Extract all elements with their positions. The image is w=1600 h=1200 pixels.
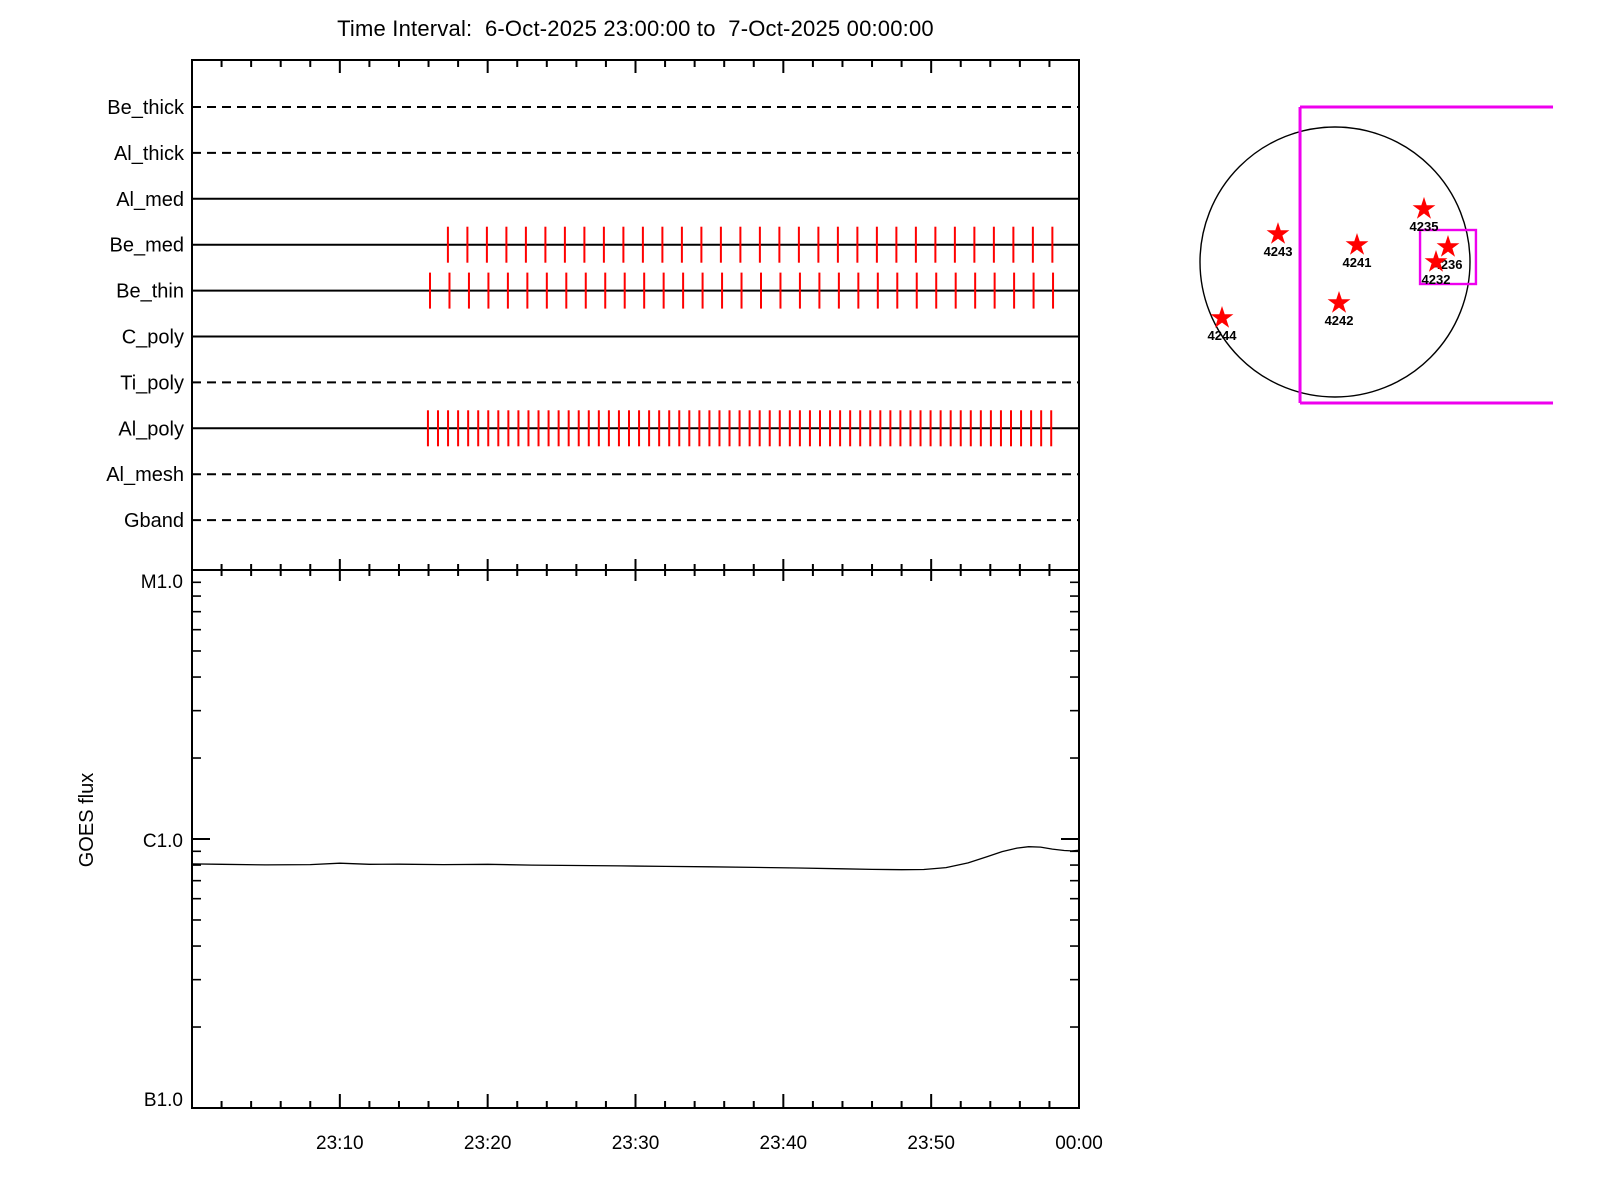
ar-label-4241: 4241 (1343, 255, 1372, 270)
x-tick-label-23:40: 23:40 (760, 1133, 808, 1154)
channel-label-Al_mesh: Al_mesh (106, 464, 184, 486)
goes-ylabel: GOES flux (76, 773, 98, 867)
goes-frame (191, 569, 1080, 1109)
goes-ytick-label-C1.0: C1.0 (143, 831, 183, 852)
channel-label-Be_thick: Be_thick (107, 97, 185, 119)
channel-label-Be_thin: Be_thin (116, 281, 184, 303)
channel-label-C_poly: C_poly (122, 327, 184, 349)
x-tick-label-23:20: 23:20 (464, 1133, 512, 1154)
exposure-ticks-Be_med (446, 226, 1054, 263)
ar-star-4243 (1266, 222, 1290, 244)
goes-flux-curve (191, 846, 1080, 871)
ar-star-4236 (1436, 235, 1460, 257)
timeline-frame (191, 59, 1080, 571)
ar-label-4235: 4235 (1410, 219, 1439, 234)
channel-label-Ti_poly: Ti_poly (120, 372, 184, 394)
solar-limb-circle (1199, 126, 1471, 398)
timeline-panel: Be_thick Al_thick Al_med Be_med Be_thin C_pol… (106, 59, 1080, 581)
channel-label-Al_med: Al_med (116, 189, 184, 211)
ar-label-4244: 4244 (1208, 328, 1238, 343)
ar-label-4242: 4242 (1325, 313, 1354, 328)
channel-label-Al_poly: Al_poly (118, 418, 184, 440)
exposure-ticks-Al_poly (426, 410, 1053, 447)
ar-star-4242 (1327, 291, 1351, 313)
goes-panel: M1.0 C1.0 B1.0 GOES flux 23:10 23:20 23:30 23:4… (76, 569, 1103, 1154)
exposure-ticks-Be_thin (429, 272, 1055, 309)
channel-label-Al_thick: Al_thick (114, 143, 185, 165)
x-tick-label-00:00: 00:00 (1055, 1133, 1103, 1154)
goes-ytick-label-M1.0: M1.0 (141, 572, 183, 593)
goes-ytick-label-B1.0: B1.0 (144, 1090, 183, 1111)
x-tick-label-23:50: 23:50 (907, 1133, 955, 1154)
x-tick-label-23:30: 23:30 (612, 1133, 660, 1154)
ar-star-4241 (1345, 233, 1369, 255)
fov-outer (1298, 105, 1554, 405)
ar-star-4235 (1412, 196, 1436, 219)
ar-label-4232: 4232 (1422, 272, 1451, 287)
ar-label-4243: 4243 (1264, 244, 1293, 259)
fov-inner (1418, 228, 1478, 286)
channel-label-Be_med: Be_med (110, 235, 185, 257)
ar-star-4232 (1424, 250, 1448, 272)
x-tick-label-23:10: 23:10 (316, 1133, 364, 1154)
ar-star-4244 (1210, 306, 1234, 328)
plot-title: Time Interval: 6-Oct-2025 23:00:00 to 7-… (337, 16, 934, 41)
channel-label-Gband: Gband (124, 510, 184, 532)
